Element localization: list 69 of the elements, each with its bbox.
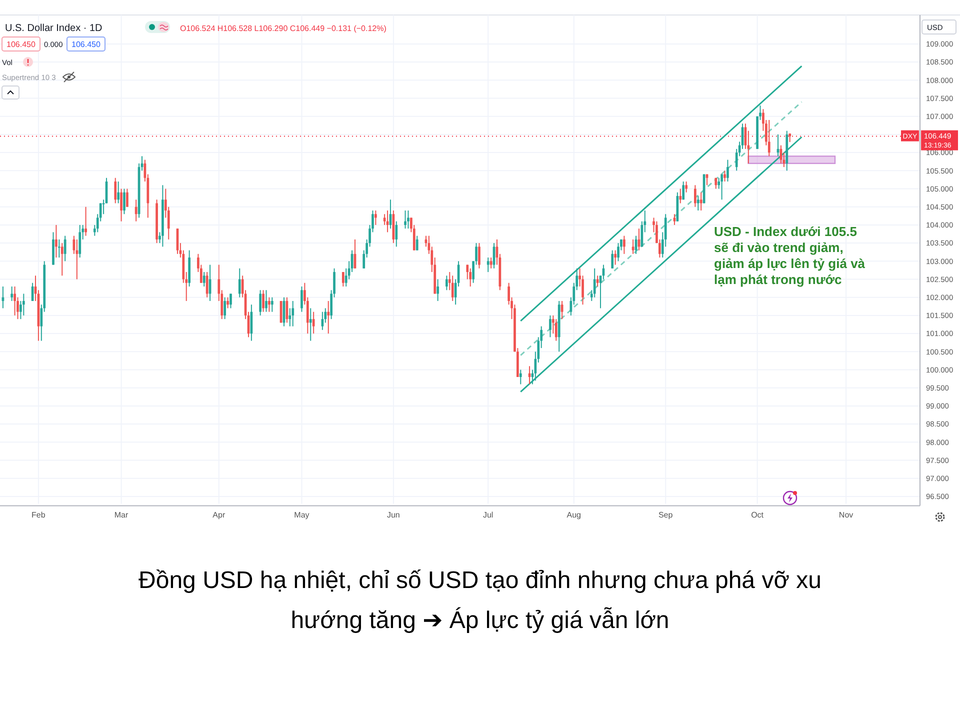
candlestick	[120, 188, 122, 222]
candlestick	[374, 210, 377, 226]
candlestick	[416, 235, 418, 251]
candlestick	[126, 188, 128, 208]
candlestick	[554, 318, 558, 342]
x-tick-label: Oct	[751, 510, 764, 520]
candlestick	[720, 174, 723, 200]
candlestick	[632, 238, 634, 254]
candlestick	[486, 257, 490, 273]
candlestick	[724, 170, 726, 182]
candlestick	[614, 250, 616, 266]
annotation: O106.524 H106.528 L106.290 C106.449 −0.131 (−0.12%)	[180, 24, 387, 33]
candlestick	[309, 308, 312, 342]
candlestick	[262, 290, 264, 312]
x-tick-label: Aug	[566, 510, 582, 520]
candlestick	[622, 235, 626, 254]
candlestick	[451, 275, 454, 302]
text: Đồng USD hạ nhiệt, chỉ số USD tạo đỉnh nhưng chưa phá vỡ xu hướng tăng ➔ Áp lực tỷ giá vẫn lớn	[138, 567, 822, 634]
candlestick	[123, 188, 126, 215]
candlestick	[342, 272, 344, 287]
candlestick	[300, 286, 303, 312]
candlestick	[478, 242, 480, 269]
candlestick	[259, 290, 262, 316]
x-tick-label: Jul	[482, 510, 494, 520]
annotation: USD - Index dưới 105.5 sẽ đi vào trend giảm, giảm áp lực lên tỷ giá và lạm phát trong nước	[714, 224, 866, 287]
candlestick	[593, 268, 596, 298]
candlestick	[549, 314, 552, 338]
candlestick	[206, 272, 208, 298]
candlestick	[265, 290, 268, 312]
x-tick-label: Apr	[212, 510, 226, 520]
candlestick	[292, 300, 294, 327]
candlestick	[519, 369, 522, 385]
annotation: 106.450	[72, 40, 102, 49]
candlestick	[726, 159, 729, 182]
candlestick	[611, 250, 614, 269]
x-tick-label: Mar	[114, 510, 129, 520]
candlestick	[700, 192, 702, 211]
candlestick	[696, 196, 700, 211]
candlestick	[469, 268, 472, 287]
candlestick	[238, 268, 241, 298]
text: U.S. Dollar Index · 1D	[5, 23, 102, 34]
annotation: 106.450	[6, 40, 36, 49]
candlestick	[617, 242, 620, 262]
candlestick	[490, 257, 492, 269]
candlestick	[226, 296, 229, 309]
candlestick	[202, 272, 206, 287]
candlestick	[436, 278, 439, 302]
x-tick-label: Sep	[658, 510, 674, 520]
candlestick	[404, 210, 406, 230]
candlestick	[312, 311, 315, 334]
candlestick	[446, 275, 448, 291]
candlestick	[134, 199, 138, 222]
candlestick	[224, 296, 226, 320]
candlestick	[268, 296, 270, 312]
candlestick	[270, 296, 274, 312]
candlestick	[679, 188, 682, 204]
x-tick-label: Feb	[32, 510, 46, 520]
candlestick	[685, 181, 688, 193]
x-tick-label: Nov	[838, 510, 854, 520]
candlestick	[395, 220, 398, 248]
candlestick	[768, 119, 770, 157]
candlestick	[682, 181, 685, 200]
candlestick	[694, 184, 696, 208]
x-tick-label: May	[294, 510, 310, 520]
candlestick	[327, 300, 330, 334]
candlestick	[230, 293, 232, 309]
x-tick-label: Jun	[386, 510, 400, 520]
candlestick	[407, 210, 410, 230]
candlestick	[673, 214, 676, 226]
